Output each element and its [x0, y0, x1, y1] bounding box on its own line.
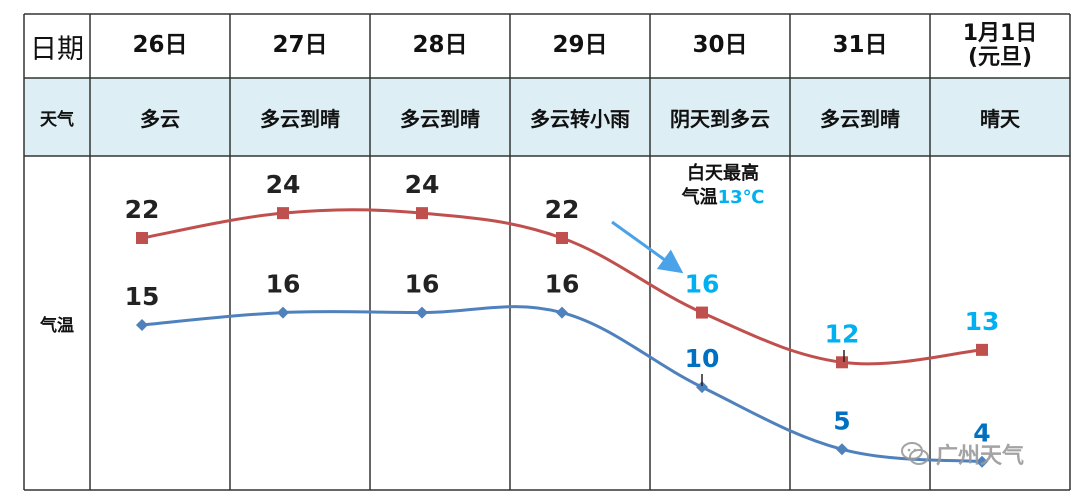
low-label-4: 10 [685, 344, 720, 373]
low-point-1 [277, 306, 289, 319]
low-label-1: 16 [266, 270, 301, 299]
weather-29: 多云转小雨 [530, 106, 630, 131]
low-point-3 [556, 306, 568, 319]
annotation-line1: 白天最高 [687, 163, 759, 184]
annotation-line2-prefix: 气温 [681, 187, 718, 208]
weather-28: 多云到晴 [400, 106, 480, 131]
low-point-5 [836, 443, 848, 456]
high-point-6 [976, 343, 988, 356]
low-label-0: 15 [125, 282, 160, 311]
low-point-4 [696, 381, 708, 394]
high-label-5: 12 [825, 319, 860, 348]
watermark: 广州天气 [900, 436, 1024, 472]
annotation-line2-value: 13℃ [717, 187, 765, 208]
low-label-3: 16 [545, 270, 580, 299]
date-header-jan1: 1月1日 (元旦) [962, 20, 1038, 70]
high-label-2: 24 [405, 170, 440, 199]
low-point-6 [976, 455, 988, 468]
high-label-3: 22 [545, 195, 580, 224]
header-row-bg [24, 78, 1070, 156]
weather-31: 多云到晴 [820, 106, 900, 131]
annotation-arrow [611, 220, 684, 274]
date-header-26: 26日 [132, 32, 188, 59]
high-point-1 [277, 207, 289, 220]
daytime-high-annotation: 白天最高 气温13℃ [668, 162, 778, 210]
low-label-6: 4 [973, 419, 990, 448]
date-header-28: 28日 [412, 32, 468, 59]
high-point-3 [556, 231, 568, 244]
date-header-27: 27日 [272, 32, 328, 59]
watermark-text: 广州天气 [936, 444, 1025, 469]
high-point-2 [416, 207, 428, 220]
weather-row-label: 天气 [40, 109, 74, 130]
wechat-icon [901, 442, 929, 465]
low-point-2 [416, 306, 428, 319]
grid-lines [23, 13, 1071, 491]
high-label-4: 16 [685, 270, 720, 299]
high-label-6: 13 [965, 307, 1000, 336]
weather-jan1: 晴天 [980, 106, 1020, 131]
weather-27: 多云到晴 [260, 106, 340, 131]
weather-30: 阴天到多云 [670, 106, 770, 131]
high-label-1: 24 [266, 170, 301, 199]
low-point-0 [136, 319, 148, 331]
high-point-4 [696, 306, 708, 319]
annotation-line2: 气温13℃ [668, 186, 778, 210]
temperature-row-label: 气温 [40, 315, 74, 336]
date-header-31: 31日 [832, 32, 888, 59]
date-header-30: 30日 [692, 32, 748, 59]
low-label-2: 16 [405, 270, 440, 299]
date-header-label: 日期 [30, 33, 84, 65]
low-label-5: 5 [833, 406, 850, 435]
weather-26: 多云 [140, 106, 180, 131]
high-point-5 [836, 356, 848, 369]
high-point-0 [136, 231, 148, 244]
date-header-29: 29日 [552, 32, 608, 59]
high-label-0: 22 [125, 195, 160, 224]
